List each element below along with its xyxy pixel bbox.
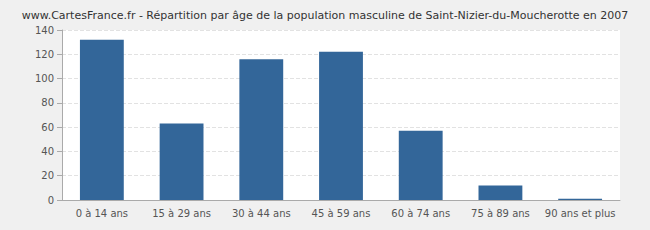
svg-text:140: 140 [35, 25, 54, 36]
svg-text:www.CartesFrance.fr - Répartit: www.CartesFrance.fr - Répartition par âg… [22, 9, 629, 22]
svg-text:120: 120 [35, 49, 54, 60]
svg-text:75 à 89 ans: 75 à 89 ans [471, 208, 530, 219]
svg-text:20: 20 [41, 170, 54, 181]
svg-text:15 à 29 ans: 15 à 29 ans [152, 208, 211, 219]
svg-text:30 à 44 ans: 30 à 44 ans [232, 208, 291, 219]
svg-text:60 à 74 ans: 60 à 74 ans [391, 208, 450, 219]
svg-text:0 à 14 ans: 0 à 14 ans [76, 208, 128, 219]
svg-text:80: 80 [41, 97, 54, 108]
svg-text:45 à 59 ans: 45 à 59 ans [312, 208, 371, 219]
svg-text:40: 40 [41, 146, 54, 157]
svg-text:60: 60 [41, 122, 54, 133]
svg-text:90 ans et plus: 90 ans et plus [545, 208, 616, 219]
svg-text:0: 0 [48, 195, 54, 206]
svg-text:100: 100 [35, 73, 54, 84]
